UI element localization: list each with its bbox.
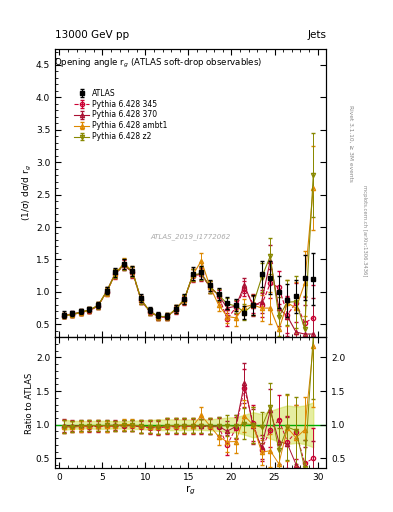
Text: mcplots.cern.ch [arXiv:1306.3436]: mcplots.cern.ch [arXiv:1306.3436] [362, 185, 367, 276]
Text: 13000 GeV pp: 13000 GeV pp [55, 30, 129, 40]
Text: ATLAS_2019_I1772062: ATLAS_2019_I1772062 [151, 233, 231, 240]
X-axis label: r$_g$: r$_g$ [185, 484, 196, 497]
Y-axis label: (1/σ) dσ/d r$_g$: (1/σ) dσ/d r$_g$ [21, 164, 35, 221]
Text: Opening angle r$_g$ (ATLAS soft-drop observables): Opening angle r$_g$ (ATLAS soft-drop obs… [54, 57, 262, 70]
Y-axis label: Ratio to ATLAS: Ratio to ATLAS [26, 372, 35, 434]
Legend: ATLAS, Pythia 6.428 345, Pythia 6.428 370, Pythia 6.428 ambt1, Pythia 6.428 z2: ATLAS, Pythia 6.428 345, Pythia 6.428 37… [72, 87, 169, 143]
Text: Rivet 3.1.10, ≥ 3M events: Rivet 3.1.10, ≥ 3M events [348, 105, 353, 182]
Text: Jets: Jets [307, 30, 326, 40]
